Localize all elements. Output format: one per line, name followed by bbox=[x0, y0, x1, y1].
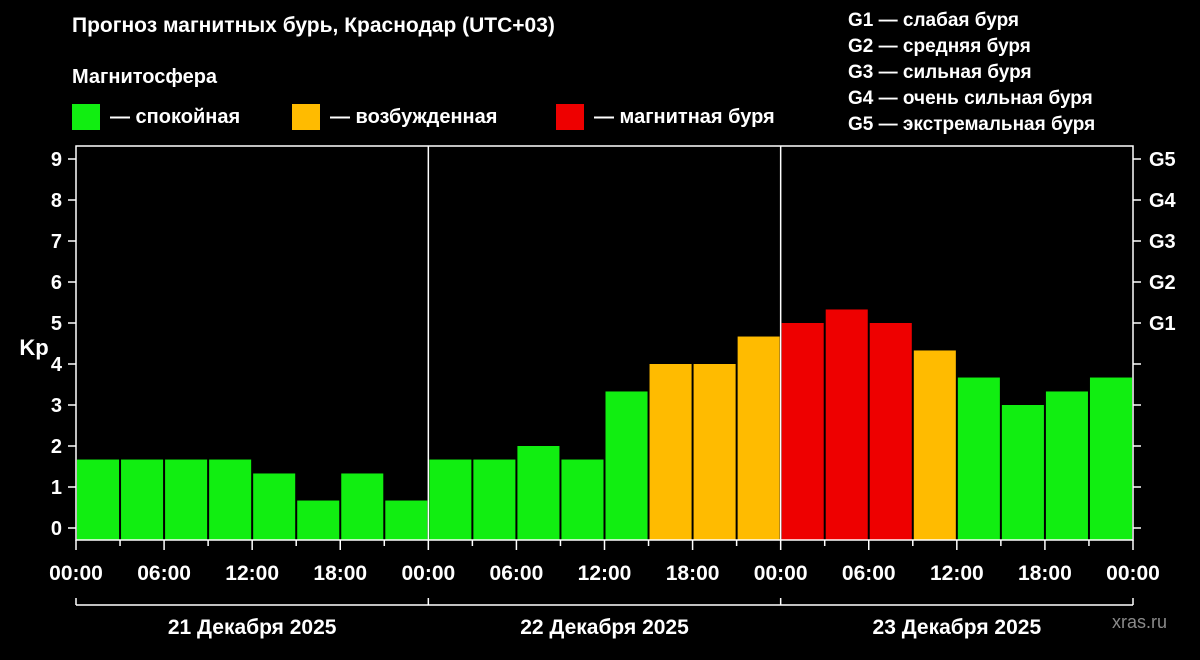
x-tick-label: 00:00 bbox=[49, 562, 103, 585]
kp-bar bbox=[253, 473, 296, 540]
kp-bar bbox=[517, 446, 560, 540]
kp-bar bbox=[825, 309, 868, 540]
legend-item-storm: — магнитная буря bbox=[556, 104, 775, 130]
y-tick-label: 5 bbox=[51, 313, 62, 335]
chart-title: Прогноз магнитных бурь, Краснодар (UTC+0… bbox=[72, 14, 555, 37]
day-label: 21 Декабря 2025 bbox=[168, 616, 337, 639]
storm-scale-g4: G4 — очень сильная буря bbox=[848, 88, 1093, 109]
kp-bar bbox=[121, 459, 164, 540]
x-tick-label: 12:00 bbox=[930, 562, 984, 585]
y-tick-label: 9 bbox=[51, 149, 62, 171]
x-tick-label: 18:00 bbox=[666, 562, 720, 585]
kp-bar bbox=[913, 350, 956, 540]
kp-bar bbox=[1089, 377, 1132, 540]
legend-item-active: — возбужденная bbox=[292, 104, 497, 130]
legend-swatch-storm bbox=[556, 104, 584, 130]
legend-item-quiet: — спокойная bbox=[72, 104, 240, 130]
kp-bar bbox=[693, 364, 736, 540]
kp-bar bbox=[957, 377, 1000, 540]
kp-bar bbox=[209, 459, 252, 540]
kp-bar bbox=[77, 459, 120, 540]
kp-bar bbox=[429, 459, 472, 540]
day-label: 23 Декабря 2025 bbox=[873, 616, 1042, 639]
kp-bar bbox=[473, 459, 516, 540]
legend-label-quiet: — спокойная bbox=[110, 105, 241, 128]
x-tick-label: 18:00 bbox=[313, 562, 367, 585]
g-tick-label: G4 bbox=[1149, 190, 1177, 212]
x-tick-label: 06:00 bbox=[137, 562, 191, 585]
g-tick-label: G2 bbox=[1149, 272, 1176, 294]
kp-bar bbox=[781, 323, 824, 540]
storm-scale-legend: G1 — слабая буря G2 — средняя буря G3 — … bbox=[848, 8, 1095, 138]
y-tick-label: 6 bbox=[51, 272, 62, 294]
kp-bar bbox=[341, 473, 384, 540]
kp-bar bbox=[605, 391, 648, 540]
x-tick-label: 18:00 bbox=[1018, 562, 1072, 585]
y-tick-label: 4 bbox=[51, 354, 63, 376]
legend-label-storm: — магнитная буря bbox=[594, 105, 775, 128]
x-tick-label: 00:00 bbox=[401, 562, 455, 585]
legend-title: Магнитосфера bbox=[72, 66, 218, 88]
y-tick-label: 8 bbox=[51, 190, 62, 212]
kp-bar bbox=[1045, 391, 1088, 540]
x-tick-label: 06:00 bbox=[842, 562, 896, 585]
legend-swatch-quiet bbox=[72, 104, 100, 130]
kp-bar bbox=[737, 336, 780, 540]
legend-swatch-active bbox=[292, 104, 320, 130]
x-tick-label: 00:00 bbox=[754, 562, 808, 585]
kp-bar bbox=[649, 364, 692, 540]
x-tick-label: 12:00 bbox=[225, 562, 279, 585]
x-tick-label: 00:00 bbox=[1106, 562, 1160, 585]
kp-bar bbox=[1001, 405, 1044, 540]
y-tick-label: 7 bbox=[51, 231, 62, 253]
x-tick-label: 12:00 bbox=[578, 562, 632, 585]
g-tick-label: G5 bbox=[1149, 149, 1176, 171]
y-tick-label: 1 bbox=[51, 477, 62, 499]
y-tick-label: 3 bbox=[51, 395, 62, 417]
kp-bar bbox=[385, 500, 428, 540]
g-tick-label: G3 bbox=[1149, 231, 1176, 253]
kp-bar bbox=[869, 323, 912, 540]
legend-label-active: — возбужденная bbox=[330, 105, 498, 128]
y-tick-label: 0 bbox=[51, 518, 62, 540]
kp-bar bbox=[561, 459, 604, 540]
y-axis-label: Kp bbox=[19, 335, 48, 360]
kp-bar bbox=[297, 500, 340, 540]
storm-scale-g3: G3 — сильная буря bbox=[848, 62, 1032, 83]
g-tick-label: G1 bbox=[1149, 313, 1176, 335]
kp-bar bbox=[165, 459, 208, 540]
storm-scale-g5: G5 — экстремальная буря bbox=[848, 114, 1096, 135]
x-tick-label: 06:00 bbox=[490, 562, 544, 585]
y-tick-label: 2 bbox=[51, 436, 62, 458]
watermark: xras.ru bbox=[1112, 612, 1168, 632]
day-label: 22 Декабря 2025 bbox=[520, 616, 689, 639]
storm-scale-g1: G1 — слабая буря bbox=[848, 10, 1020, 31]
storm-scale-g2: G2 — средняя буря bbox=[848, 36, 1031, 57]
